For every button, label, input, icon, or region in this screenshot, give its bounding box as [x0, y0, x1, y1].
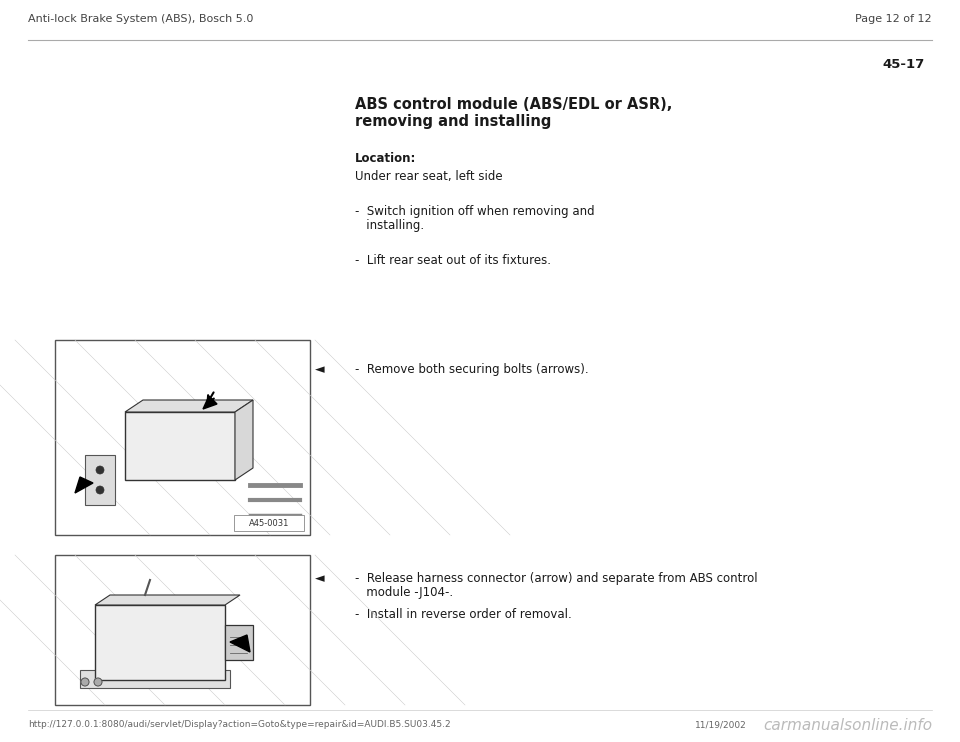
Text: 11/19/2002: 11/19/2002	[695, 720, 747, 729]
Text: removing and installing: removing and installing	[355, 114, 551, 129]
Polygon shape	[203, 396, 217, 409]
FancyBboxPatch shape	[80, 670, 230, 688]
Text: installing.: installing.	[355, 219, 424, 232]
Polygon shape	[125, 400, 253, 412]
Circle shape	[81, 678, 89, 686]
FancyBboxPatch shape	[55, 555, 310, 705]
FancyBboxPatch shape	[95, 605, 225, 680]
Text: -  Release harness connector (arrow) and separate from ABS control: - Release harness connector (arrow) and …	[355, 572, 757, 585]
Circle shape	[94, 678, 102, 686]
FancyBboxPatch shape	[85, 455, 115, 505]
Circle shape	[96, 466, 104, 474]
Text: A45-0031: A45-0031	[249, 519, 289, 528]
Circle shape	[96, 486, 104, 494]
Text: ◄: ◄	[316, 572, 325, 585]
Text: carmanualsonline.info: carmanualsonline.info	[763, 718, 932, 733]
Text: ◄: ◄	[316, 363, 325, 376]
Text: -  Lift rear seat out of its fixtures.: - Lift rear seat out of its fixtures.	[355, 254, 551, 267]
Text: http://127.0.0.1:8080/audi/servlet/Display?action=Goto&type=repair&id=AUDI.B5.SU: http://127.0.0.1:8080/audi/servlet/Displ…	[28, 720, 450, 729]
Text: 45-17: 45-17	[883, 58, 925, 71]
Polygon shape	[75, 477, 93, 493]
Text: module -J104-.: module -J104-.	[355, 586, 453, 599]
Polygon shape	[230, 635, 250, 652]
FancyBboxPatch shape	[125, 412, 235, 480]
FancyBboxPatch shape	[225, 625, 253, 660]
FancyBboxPatch shape	[234, 515, 304, 531]
Text: -  Install in reverse order of removal.: - Install in reverse order of removal.	[355, 608, 572, 621]
Text: Location:: Location:	[355, 152, 417, 165]
Polygon shape	[95, 595, 240, 605]
FancyBboxPatch shape	[55, 340, 310, 535]
Text: -  Remove both securing bolts (arrows).: - Remove both securing bolts (arrows).	[355, 363, 588, 376]
Text: Under rear seat, left side: Under rear seat, left side	[355, 170, 503, 183]
Polygon shape	[235, 400, 253, 480]
Text: Page 12 of 12: Page 12 of 12	[855, 14, 932, 24]
Text: Anti-lock Brake System (ABS), Bosch 5.0: Anti-lock Brake System (ABS), Bosch 5.0	[28, 14, 253, 24]
Text: -  Switch ignition off when removing and: - Switch ignition off when removing and	[355, 205, 594, 218]
Text: ABS control module (ABS/EDL or ASR),: ABS control module (ABS/EDL or ASR),	[355, 97, 672, 112]
